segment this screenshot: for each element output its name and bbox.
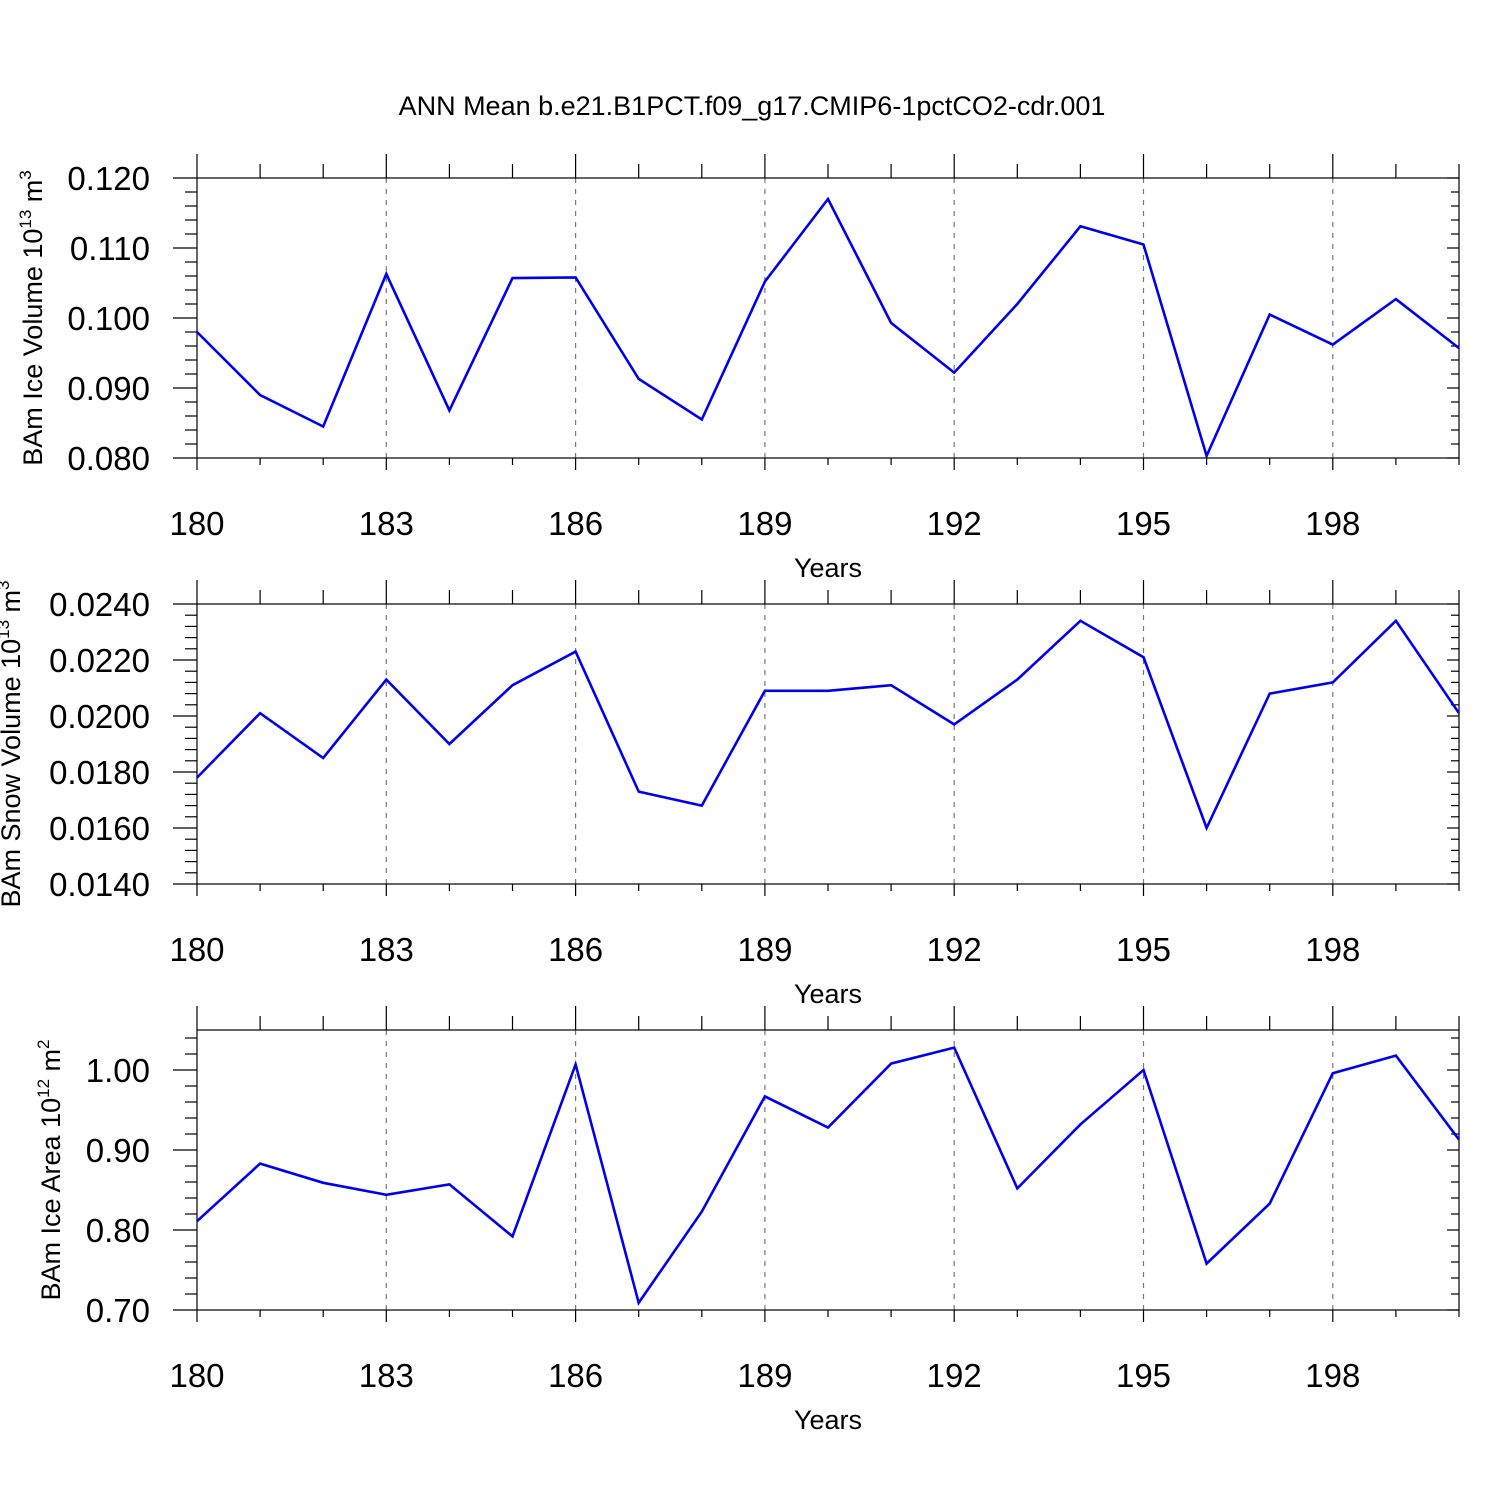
x-tick-label: 192 <box>927 931 982 968</box>
y-tick-label: 0.090 <box>67 370 150 407</box>
y-tick-label: 0.70 <box>86 1292 150 1329</box>
x-tick-label: 183 <box>359 931 414 968</box>
x-axis-label: Years <box>794 1405 862 1435</box>
y-axis-label: BAm Ice Area 1012 m2 <box>34 1040 66 1301</box>
figure-title: ANN Mean b.e21.B1PCT.f09_g17.CMIP6-1pctC… <box>399 91 1106 121</box>
panel-1: 0.080 0.090 0.100 0.110 0.120 180 183 186 189 192… <box>16 154 1460 583</box>
y-tick-label: 0.100 <box>67 300 150 337</box>
plot-frame <box>196 1029 1460 1311</box>
panel-2: 0.0140 0.0160 0.0180 0.0200 0.0220 0.0240 180 1… <box>0 580 1461 1009</box>
x-tick-label: 195 <box>1116 1357 1171 1394</box>
panels: 0.080 0.090 0.100 0.110 0.120 180 183 186 189 192… <box>0 154 1461 1435</box>
y-tick-label: 0.080 <box>67 440 150 477</box>
y-tick-label: 0.110 <box>70 230 150 267</box>
x-tick-label: 192 <box>927 505 982 542</box>
x-tick-label: 180 <box>169 505 224 542</box>
panel-3: 0.70 0.80 0.90 1.00 180 183 186 189 192 195 198 Yea… <box>34 1006 1461 1435</box>
y-tick-label: 0.120 <box>67 160 150 197</box>
y-tick-label: 0.0160 <box>49 810 150 847</box>
x-tick-label: 183 <box>359 1357 414 1394</box>
y-tick-label: 0.0220 <box>49 642 150 679</box>
x-tick-label: 198 <box>1305 505 1360 542</box>
y-tick-label: 0.80 <box>86 1212 150 1249</box>
plot-frame <box>196 603 1460 885</box>
x-tick-label: 192 <box>927 1357 982 1394</box>
y-tick-label: 0.0200 <box>49 698 150 735</box>
x-tick-label: 186 <box>548 505 603 542</box>
y-tick-label: 0.0240 <box>49 586 150 623</box>
x-tick-label: 195 <box>1116 505 1171 542</box>
y-axis-label: BAm Ice Volume 1013 m3 <box>16 170 48 466</box>
x-tick-label: 195 <box>1116 931 1171 968</box>
x-tick-label: 183 <box>359 505 414 542</box>
x-axis-label: Years <box>794 553 862 583</box>
x-tick-label: 198 <box>1305 931 1360 968</box>
x-tick-label: 186 <box>548 931 603 968</box>
plot-frame <box>196 177 1460 459</box>
y-tick-label: 0.90 <box>86 1132 150 1169</box>
x-axis-label: Years <box>794 979 862 1009</box>
y-tick-label: 0.0140 <box>49 866 150 903</box>
x-tick-label: 189 <box>737 1357 792 1394</box>
x-tick-label: 186 <box>548 1357 603 1394</box>
x-tick-label: 189 <box>737 505 792 542</box>
y-tick-label: 0.0180 <box>49 754 150 791</box>
x-tick-label: 180 <box>169 931 224 968</box>
x-tick-label: 189 <box>737 931 792 968</box>
x-tick-label: 198 <box>1305 1357 1360 1394</box>
y-tick-label: 1.00 <box>86 1052 150 1089</box>
y-axis-label: BAm Snow Volume 1013 m3 <box>0 580 26 907</box>
x-tick-label: 180 <box>169 1357 224 1394</box>
